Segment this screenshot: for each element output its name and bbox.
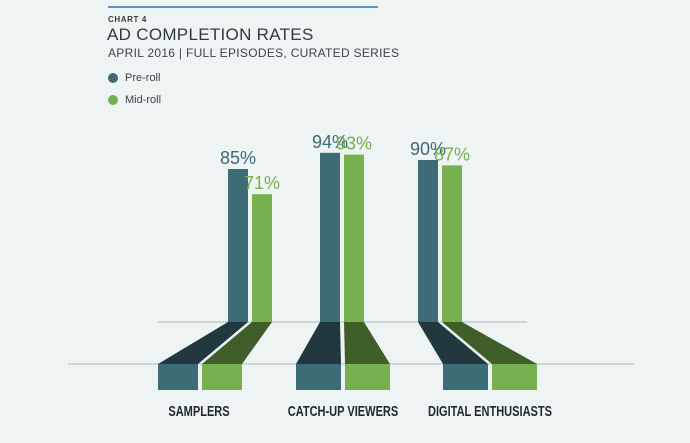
legend-swatch-preroll — [108, 73, 118, 83]
value-label-catchupviewers-preroll: 94% — [312, 132, 348, 152]
header-rule — [108, 6, 378, 8]
bar-front-digitalenthusiasts-midroll — [492, 364, 537, 390]
category-label-digitalenthusiasts: DIGITAL ENTHUSIASTS — [428, 402, 552, 419]
category-label-catchupviewers: CATCH-UP VIEWERS — [288, 402, 399, 419]
value-label-catchupviewers-midroll: 93% — [336, 134, 372, 154]
bar-front-samplers-preroll — [158, 364, 198, 390]
legend: Pre-roll Mid-roll — [108, 67, 161, 111]
bar-catchupviewers-midroll — [344, 154, 364, 322]
bar-front-catchupviewers-midroll — [345, 364, 390, 390]
value-label-digitalenthusiasts-midroll: 87% — [434, 144, 470, 164]
chart-subtitle: APRIL 2016 | FULL EPISODES, CURATED SERI… — [108, 46, 400, 60]
legend-item-preroll: Pre-roll — [108, 67, 161, 89]
bar-front-catchupviewers-preroll — [296, 364, 341, 390]
legend-label-preroll: Pre-roll — [125, 72, 161, 84]
bar-digitalenthusiasts-preroll — [418, 160, 438, 322]
chart-title: AD COMPLETION RATES — [107, 25, 314, 44]
bar-floor-catchupviewers-midroll — [344, 322, 390, 364]
chart-number-label: CHART 4 — [108, 15, 147, 24]
legend-item-midroll: Mid-roll — [108, 89, 161, 111]
bar-front-samplers-midroll — [202, 364, 242, 390]
legend-swatch-midroll — [108, 95, 118, 105]
bar-digitalenthusiasts-midroll — [442, 165, 462, 322]
bar-front-digitalenthusiasts-preroll — [443, 364, 488, 390]
legend-label-midroll: Mid-roll — [125, 94, 162, 106]
bar-catchupviewers-preroll — [320, 152, 340, 322]
category-label-samplers: SAMPLERS — [168, 402, 230, 419]
bar-floor-samplers-midroll — [202, 322, 272, 364]
bar-samplers-midroll — [252, 194, 272, 322]
bar-floor-digitalenthusiasts-preroll — [418, 322, 488, 364]
bar-floor-digitalenthusiasts-midroll — [442, 322, 537, 364]
value-label-digitalenthusiasts-preroll: 90% — [410, 139, 446, 159]
bar-samplers-preroll — [228, 169, 248, 322]
value-label-samplers-preroll: 85% — [220, 148, 256, 168]
bar-floor-catchupviewers-preroll — [296, 322, 341, 364]
value-label-samplers-midroll: 71% — [244, 173, 280, 193]
bar-floor-samplers-preroll — [158, 322, 248, 364]
